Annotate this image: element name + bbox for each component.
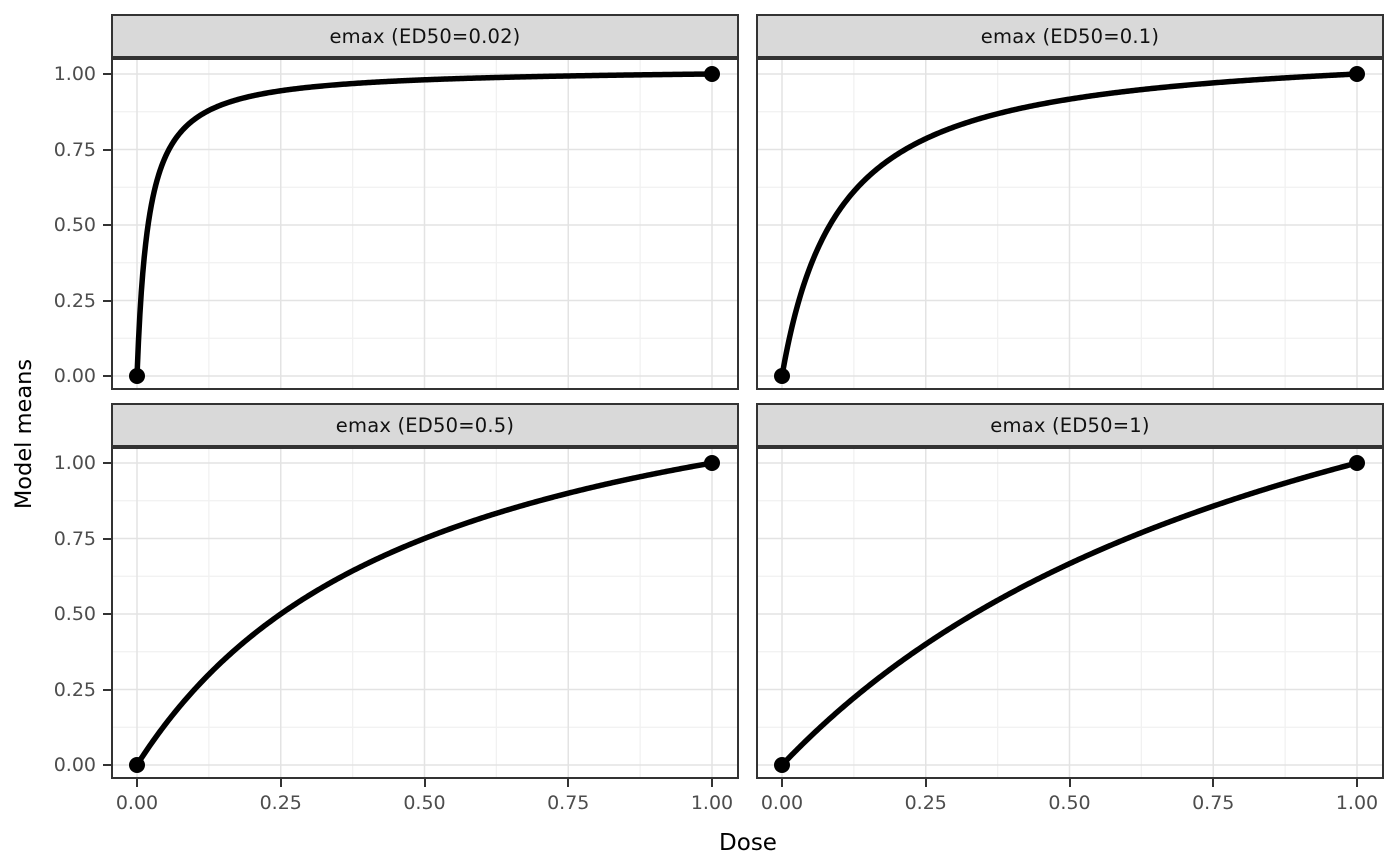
emax-curve: [779, 71, 1360, 379]
y-tick: [103, 462, 111, 464]
y-tick: [103, 764, 111, 766]
x-tick-label: 0.50: [1048, 792, 1091, 814]
y-tick-label: 0.25: [53, 289, 96, 312]
y-tick: [103, 299, 111, 302]
x-tick: [711, 779, 713, 787]
y-tick-label: 0.00: [53, 754, 96, 776]
y-tick-label: 0.75: [53, 138, 96, 161]
data-point: [704, 455, 720, 471]
y-tick-label: 0.75: [53, 527, 96, 550]
x-tick: [567, 779, 570, 787]
x-tick: [1212, 779, 1215, 787]
y-tick: [103, 224, 111, 226]
emax-curve: [134, 460, 715, 768]
data-point: [129, 368, 145, 384]
data-point: [1349, 66, 1365, 82]
facet-strip: emax (ED50=1): [756, 403, 1384, 447]
y-tick-label: 0.00: [53, 365, 96, 387]
x-tick-label: 0.50: [403, 792, 446, 814]
x-tick-label: 0.75: [547, 792, 590, 814]
data-point: [774, 368, 790, 384]
emax-curve: [134, 71, 715, 379]
facet-strip: emax (ED50=0.5): [111, 403, 739, 447]
facet-strip-label: emax (ED50=0.02): [329, 24, 521, 48]
emax-curve: [779, 460, 1360, 768]
x-axis-title: Dose: [719, 830, 777, 856]
x-tick-label: 1.00: [690, 792, 734, 814]
y-tick: [103, 73, 111, 75]
x-tick: [1068, 779, 1071, 787]
facet-panel-emax-ed50-0.1: [756, 58, 1384, 390]
facet-panel-emax-ed50-1: [756, 447, 1384, 779]
data-point: [129, 757, 145, 773]
y-tick: [103, 688, 111, 691]
x-tick-label: 0.00: [760, 792, 804, 814]
y-tick-label: 0.25: [53, 678, 96, 701]
data-point: [774, 757, 790, 773]
x-tick: [924, 779, 927, 787]
y-tick: [103, 613, 111, 615]
x-tick: [423, 779, 426, 787]
facet-strip-label: emax (ED50=0.5): [335, 413, 515, 437]
facet-panel-emax-ed50-0.5: [111, 447, 739, 779]
x-tick-label: 1.00: [1335, 792, 1379, 814]
x-tick: [781, 779, 783, 787]
x-tick: [136, 779, 138, 787]
y-tick-label: 1.00: [53, 63, 96, 85]
data-point: [1349, 455, 1365, 471]
facet-panel-emax-ed50-0.02: [111, 58, 739, 390]
x-tick-label: 0.25: [904, 792, 947, 814]
y-tick: [103, 148, 111, 151]
x-tick-label: 0.75: [1192, 792, 1235, 814]
y-tick: [103, 537, 111, 540]
x-tick: [1356, 779, 1358, 787]
facet-strip-label: emax (ED50=0.1): [980, 24, 1160, 48]
x-tick-label: 0.25: [259, 792, 302, 814]
data-point: [704, 66, 720, 82]
x-tick: [279, 779, 282, 787]
y-tick-label: 1.00: [53, 452, 96, 474]
x-tick-label: 0.00: [115, 792, 159, 814]
facet-strip: emax (ED50=0.1): [756, 14, 1384, 58]
y-tick: [103, 375, 111, 377]
facet-strip: emax (ED50=0.02): [111, 14, 739, 58]
y-tick-label: 0.50: [53, 603, 96, 625]
facet-strip-label: emax (ED50=1): [990, 413, 1150, 437]
y-tick-label: 0.50: [53, 214, 96, 236]
